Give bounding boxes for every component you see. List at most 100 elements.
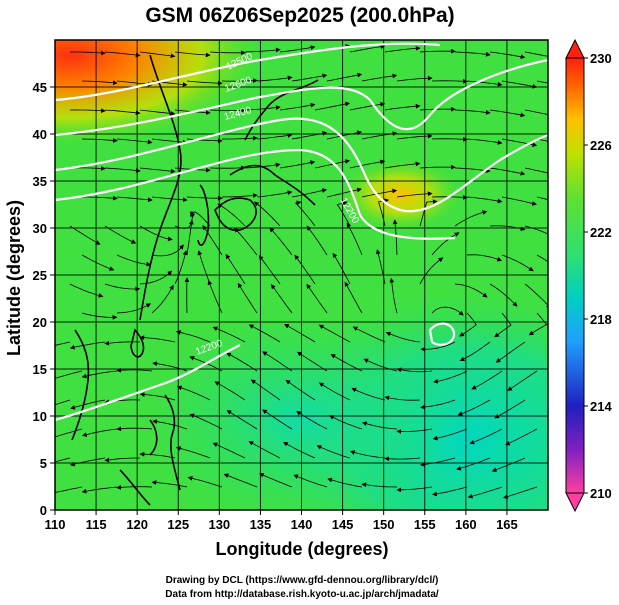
x-tick-label: 160	[455, 517, 477, 532]
streamline	[431, 78, 468, 84]
streamline	[361, 421, 398, 430]
streamline	[454, 109, 491, 115]
streamline	[326, 187, 362, 198]
streamline	[212, 442, 246, 459]
streamline	[234, 227, 258, 256]
streamline	[384, 103, 421, 111]
streamline	[270, 284, 293, 314]
streamline	[489, 167, 526, 176]
geopotential-contours	[55, 42, 548, 422]
x-tick-label: 120	[126, 517, 148, 532]
streamline	[419, 164, 456, 170]
streamline	[431, 306, 464, 316]
streamline	[327, 477, 363, 488]
streamline	[351, 387, 386, 401]
streamline	[104, 109, 141, 116]
streamline	[314, 101, 351, 111]
streamline	[139, 392, 176, 401]
streamline	[202, 225, 223, 256]
streamline	[346, 222, 363, 256]
streamline	[384, 395, 421, 401]
streamline	[349, 450, 386, 459]
streamline	[471, 370, 503, 390]
streamline	[396, 133, 433, 140]
streamline	[419, 257, 444, 285]
colorbar-min-arrow	[565, 492, 585, 513]
streamline	[262, 351, 293, 372]
streamline	[104, 457, 140, 463]
colorbar-label: 214	[590, 399, 612, 414]
streamline	[256, 190, 293, 198]
streamline	[469, 428, 503, 445]
streamline	[528, 312, 548, 336]
streamline	[55, 399, 71, 406]
colorbar-label: 222	[590, 225, 612, 240]
streamline	[209, 107, 246, 113]
streamline	[70, 399, 106, 410]
streamline	[344, 281, 363, 314]
streamline	[116, 303, 152, 314]
streamline	[139, 335, 176, 343]
streamline	[466, 80, 503, 87]
streamline	[217, 203, 246, 227]
streamline	[326, 130, 363, 140]
x-axis-ticks: 110 115 120 125 130 135 140 145 150 155 160 165	[45, 510, 518, 532]
streamline	[349, 159, 386, 169]
streamline	[396, 367, 433, 373]
streamline	[536, 254, 548, 263]
streamline	[279, 102, 316, 111]
streamline	[306, 283, 328, 314]
streamline	[151, 196, 188, 203]
colorbar-label: 226	[590, 138, 612, 153]
streamline	[258, 255, 281, 285]
streamline	[385, 331, 421, 343]
colorbar-label: 230	[590, 51, 612, 66]
streamline	[139, 167, 176, 174]
y-tick-label: 35	[33, 174, 47, 189]
streamline	[432, 486, 468, 497]
streamline	[466, 138, 503, 145]
streamline	[328, 415, 363, 430]
x-tick-label: 135	[250, 517, 272, 532]
streamline	[152, 419, 188, 430]
x-tick-label: 165	[496, 517, 518, 532]
streamline	[81, 312, 118, 320]
streamline	[457, 399, 491, 416]
streamline	[151, 138, 188, 145]
x-tick-label: 155	[414, 517, 436, 532]
y-tick-label: 30	[33, 221, 47, 236]
streamline	[116, 426, 153, 432]
streamline	[524, 51, 548, 57]
streamline	[294, 200, 316, 227]
streamline	[349, 101, 386, 111]
streamline	[69, 283, 104, 298]
credit-data: Data from http://database.rish.kyoto-u.a…	[165, 589, 439, 600]
streamline	[186, 195, 223, 201]
streamline	[396, 191, 433, 198]
x-tick-label: 115	[86, 517, 107, 532]
streamline	[361, 131, 398, 140]
streamline	[116, 138, 153, 145]
streamline	[248, 441, 281, 459]
streamline	[431, 136, 468, 142]
streamline	[456, 457, 491, 471]
streamline	[262, 409, 293, 430]
streamline	[116, 196, 153, 203]
streamline	[501, 138, 538, 148]
streamline	[318, 382, 351, 401]
y-tick-label: 20	[33, 315, 47, 330]
x-tick-label: 125	[167, 517, 189, 532]
streamline	[221, 193, 258, 198]
streamline	[336, 200, 351, 227]
streamline	[494, 399, 526, 419]
streamline	[175, 330, 211, 343]
y-axis-ticks: 0 5 10 15 20 25 30 35 40 45	[33, 80, 55, 518]
streamline	[151, 480, 188, 488]
streamline	[104, 51, 141, 58]
colorbar-scale	[565, 57, 585, 494]
streamline	[361, 482, 398, 488]
streamline	[104, 340, 141, 346]
streamline	[291, 188, 327, 198]
streamline	[82, 195, 118, 201]
streamline	[466, 196, 503, 204]
